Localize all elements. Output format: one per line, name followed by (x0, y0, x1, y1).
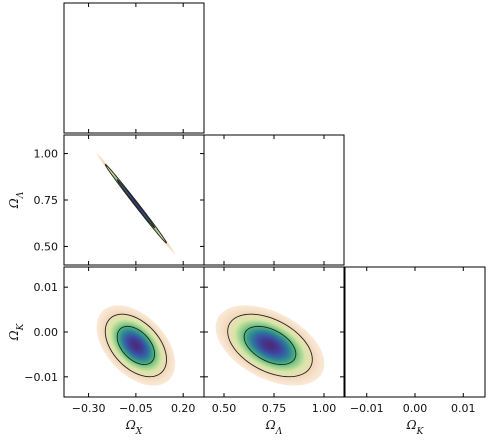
omega_lambda-ylabel: ΩΛ (7, 191, 26, 209)
omega_x-marginal-frame (63, 2, 205, 134)
omega_k-ytick-label: 0.00 (34, 326, 59, 339)
omega_lambda-ytick-label: 1.00 (34, 148, 59, 161)
omega_k-vs-omega_x-density-level (135, 344, 137, 347)
omega_k-ytick-label: 0.01 (34, 281, 59, 294)
omega_k-vs-omega_lambda-density-level (268, 344, 272, 347)
omega_k-vs-omega_x-contour-68 (116, 325, 156, 365)
omega_k-xtick-label: 0.00 (403, 402, 428, 415)
omega_k-ylabel: ΩK (7, 322, 26, 341)
omega_k-vs-omega_x-contour-95 (104, 313, 167, 378)
omega_x-xtick-label: −0.05 (119, 402, 153, 415)
omega_k-vs-omega_x-posterior (96, 305, 176, 386)
omega_k-xlabel: ΩK (406, 418, 425, 436)
omega_lambda-vs-omega_x-density-level (135, 202, 137, 205)
omega_x-xlabel-sub: X (135, 427, 143, 436)
omega_lambda-xtick-label: 0.75 (262, 402, 287, 415)
omega_k-vs-omega_lambda-posterior (215, 305, 325, 386)
omega_lambda-vs-omega_x-contour-95 (104, 163, 167, 244)
omega_lambda-xlabel: ΩΛ (265, 418, 283, 436)
omega_lambda-vs-omega_x-posterior (96, 153, 176, 255)
omega_k-marginal-frame (344, 266, 486, 398)
omega_k-xtick-label: 0.01 (451, 402, 476, 415)
omega_x-xtick-label: 0.20 (171, 402, 196, 415)
omega_lambda-vs-omega_x-contour-68 (116, 179, 156, 229)
omega_k-xtick-label: −0.01 (350, 402, 384, 415)
omega_lambda-xtick-label: 0.50 (212, 402, 237, 415)
omega_lambda-ylabel-sub: Λ (16, 191, 26, 199)
omega_lambda-xtick-label: 1.00 (312, 402, 337, 415)
omega_x-xtick-label: −0.30 (72, 402, 106, 415)
omega_lambda-ytick-label: 0.50 (34, 240, 59, 253)
omega_k-vs-omega_lambda-contour-68 (243, 325, 297, 365)
omega_k-vs-omega_lambda-contour-95 (227, 313, 313, 378)
omega_lambda-marginal-frame (203, 134, 345, 266)
omega_k-ytick-label: −0.01 (24, 371, 58, 384)
omega_x-xlabel: ΩX (125, 418, 143, 436)
omega_k-xlabel-sub: K (416, 427, 425, 436)
omega_k-ylabel-sub: K (16, 322, 26, 331)
omega_lambda-ytick-label: 0.75 (34, 194, 59, 207)
omega_lambda-xlabel-sub: Λ (275, 427, 283, 436)
